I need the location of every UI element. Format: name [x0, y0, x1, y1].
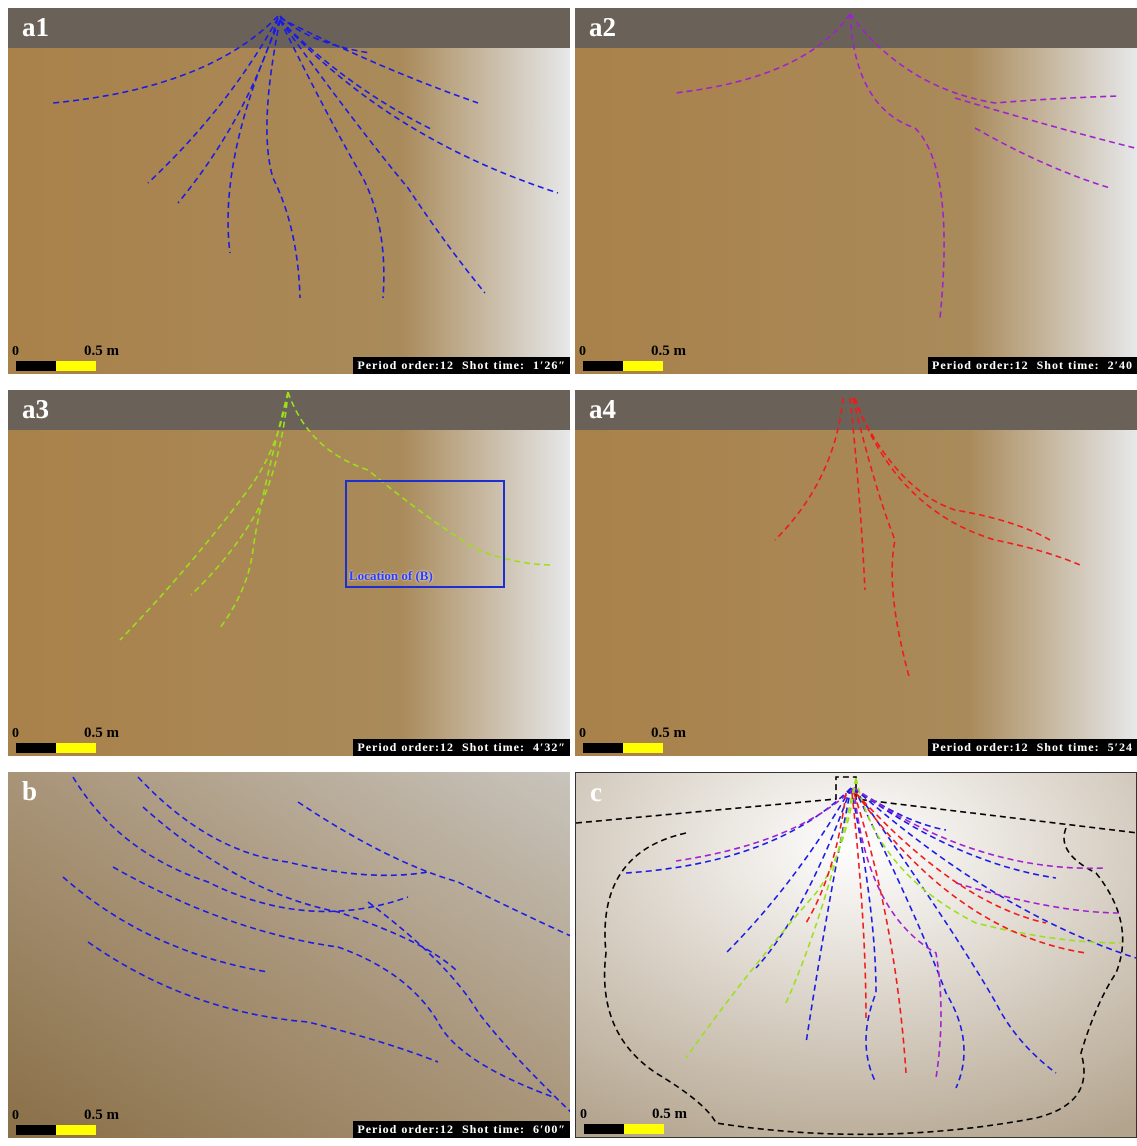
photo	[575, 8, 1137, 374]
scale-bar	[16, 1125, 96, 1135]
panel: a2 0 0.5 m Period order:12 Shot time: 2′…	[575, 8, 1137, 374]
scale-label: 0.5 m	[651, 725, 686, 742]
caption: Period order:12 Shot time: 1′26″	[353, 357, 570, 374]
panel: Location of (B) a3 0 0.5 m Period order:…	[8, 390, 570, 756]
panel: a1 0 0.5 m Period order:12 Shot time: 1′…	[8, 8, 570, 374]
scale-label: 0.5 m	[84, 725, 119, 742]
caption: Period order:12 Shot time: 2′40	[928, 357, 1137, 374]
scale-label: 0.5 m	[84, 1107, 119, 1124]
panel-label: c	[590, 777, 602, 808]
scale-bar	[583, 743, 663, 753]
scale-label: 0.5 m	[84, 343, 119, 360]
scale-zero: 0	[580, 1107, 587, 1123]
photo	[8, 772, 570, 1138]
scale-label: 0.5 m	[651, 343, 686, 360]
panel-label: a2	[589, 12, 616, 43]
caption: Period order:12 Shot time: 6′00″	[353, 1121, 570, 1138]
panel-label: a3	[22, 394, 49, 425]
panel-label: a4	[589, 394, 616, 425]
scale-bar	[584, 1124, 664, 1134]
panel: a4 0 0.5 m Period order:12 Shot time: 5′…	[575, 390, 1137, 756]
caption: Period order:12 Shot time: 4′32″	[353, 739, 570, 756]
figure: a1 0 0.5 m Period order:12 Shot time: 1′…	[0, 0, 1137, 1146]
caption: Period order:12 Shot time: 5′24	[928, 739, 1137, 756]
location-box: Location of (B)	[345, 480, 505, 588]
scale-label: 0.5 m	[652, 1106, 687, 1123]
panel-label: b	[22, 776, 37, 807]
annotation: Location of (B)	[349, 568, 433, 584]
panel: b 0 0.5 m Period order:12 Shot time: 6′0…	[8, 772, 570, 1138]
scale-zero: 0	[579, 726, 586, 742]
scale-zero: 0	[579, 344, 586, 360]
photo	[575, 390, 1137, 756]
scale-zero: 0	[12, 726, 19, 742]
photo	[8, 8, 570, 374]
schematic	[576, 773, 1137, 1138]
scale-zero: 0	[12, 344, 19, 360]
scale-bar	[16, 743, 96, 753]
panel-label: a1	[22, 12, 49, 43]
scale-bar	[16, 361, 96, 371]
scale-bar	[583, 361, 663, 371]
scale-zero: 0	[12, 1108, 19, 1124]
panel: c 0 0.5 m	[575, 772, 1137, 1138]
